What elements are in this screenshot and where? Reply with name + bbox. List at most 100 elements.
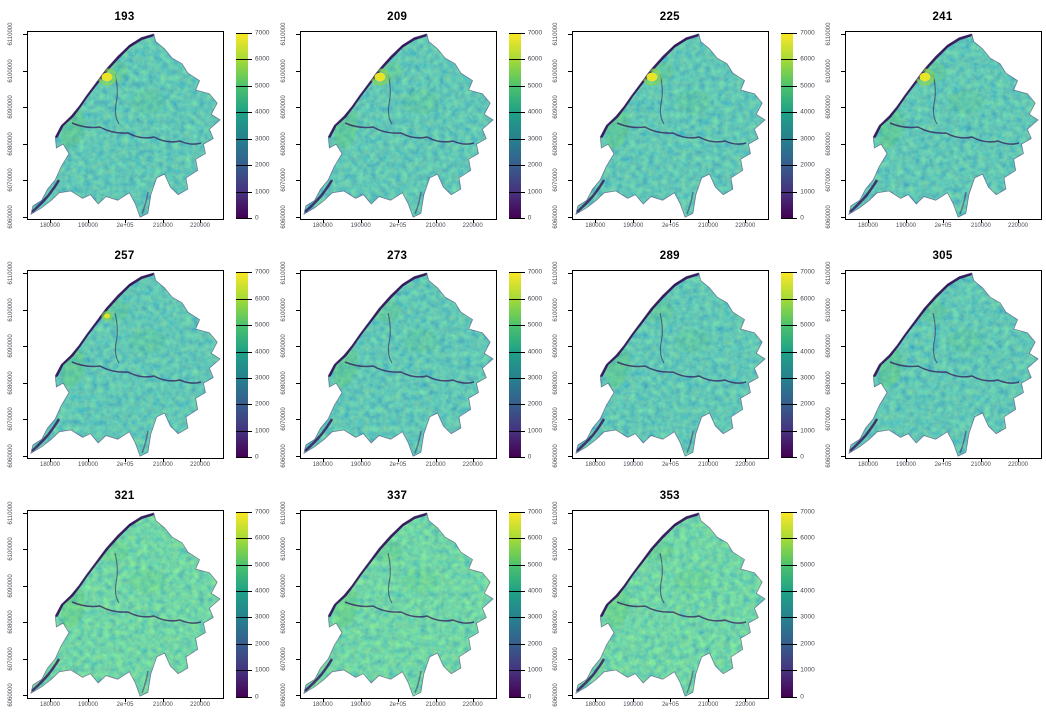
x-tick-label: 210000 xyxy=(698,462,719,469)
colorbar-tick-mark xyxy=(781,617,798,619)
colorbar-tick-mark xyxy=(236,112,252,114)
colorbar-tick-label: 3000 xyxy=(255,374,270,382)
y-tick-mark xyxy=(295,512,300,514)
y-tick-mark xyxy=(295,143,300,145)
colorbar xyxy=(236,33,248,218)
plot-box xyxy=(27,270,224,460)
colorbar-tick-label: 0 xyxy=(255,214,259,222)
x-tick-label: 2e+05 xyxy=(389,223,407,229)
y-tick-mark xyxy=(841,106,845,108)
x-tick-mark xyxy=(200,219,201,223)
colorbar-tick-label: 6000 xyxy=(800,534,815,542)
raster-map xyxy=(575,33,767,218)
y-tick-mark xyxy=(23,455,27,457)
colorbar-tick-mark xyxy=(781,112,798,114)
y-tick-label: 6070000 xyxy=(826,168,832,192)
y-tick-mark xyxy=(841,455,845,457)
raster-map xyxy=(848,33,1039,218)
x-tick-label: 2e+05 xyxy=(389,462,407,469)
colorbar-tick-label: 3000 xyxy=(255,135,270,143)
x-tick-label: 220000 xyxy=(1007,223,1029,229)
colorbar-tick-label: 5000 xyxy=(255,321,270,329)
colorbar-tick-label: 4000 xyxy=(527,108,543,116)
y-tick-mark xyxy=(23,34,27,35)
colorbar-tick-mark xyxy=(236,33,252,34)
y-tick-mark xyxy=(23,346,27,348)
x-tick-mark xyxy=(670,697,672,702)
x-tick-label: 2e+05 xyxy=(389,701,407,708)
y-tick-mark xyxy=(841,419,845,421)
colorbar-tick-label: 0 xyxy=(255,693,259,701)
panel: 257 6110000 6100000 6090000 6080000 6070000 6… xyxy=(0,239,273,479)
x-tick-label: 2e+05 xyxy=(116,223,134,229)
y-tick-mark xyxy=(295,695,300,697)
colorbar-tick-mark xyxy=(781,218,798,219)
colorbar-tick-label: 6000 xyxy=(527,55,543,63)
panel: 209 6110000 6100000 6090000 6080000 6070000 6… xyxy=(273,0,546,240)
x-tick-mark xyxy=(360,219,362,223)
y-tick-mark xyxy=(568,549,573,551)
panel: 305 6110000 6100000 6090000 6080000 6070000 6… xyxy=(818,239,1046,479)
y-tick-label: 6110000 xyxy=(280,22,287,46)
colorbar-tick-mark xyxy=(508,298,525,300)
x-tick-mark xyxy=(435,219,437,223)
plot-box xyxy=(572,31,770,220)
y-tick-mark xyxy=(295,382,300,384)
raster-map xyxy=(575,512,767,697)
y-tick-label: 6090000 xyxy=(280,334,287,358)
x-tick-label: 190000 xyxy=(895,462,917,469)
panel: 321 6110000 6100000 6090000 6080000 6070000 6… xyxy=(0,479,273,718)
colorbar-tick-label: 0 xyxy=(800,214,804,222)
x-tick-label: 210000 xyxy=(970,223,991,229)
y-tick-label: 6090000 xyxy=(280,95,287,119)
x-tick-mark xyxy=(868,458,869,463)
plot-box xyxy=(299,31,497,220)
y-tick-label: 6100000 xyxy=(280,537,287,561)
colorbar-tick-label: 0 xyxy=(527,453,532,461)
x-tick-mark xyxy=(708,697,710,702)
x-tick-mark xyxy=(745,697,747,702)
colorbar-tick-mark xyxy=(236,670,252,672)
x-tick-mark xyxy=(125,458,127,463)
y-tick-mark xyxy=(568,346,573,348)
colorbar-tick-label: 3000 xyxy=(527,374,543,382)
plot-box xyxy=(572,509,770,699)
y-tick-label: 6080000 xyxy=(826,371,832,395)
x-tick-mark xyxy=(435,458,437,463)
y-tick-mark xyxy=(295,622,300,624)
colorbar-tick-label: 1000 xyxy=(527,666,543,674)
x-tick-mark xyxy=(633,219,635,223)
colorbar-tick-mark xyxy=(508,430,525,432)
colorbar-tick-mark xyxy=(508,377,525,379)
colorbar-tick-label: 7000 xyxy=(527,29,543,37)
x-tick-mark xyxy=(397,458,399,463)
colorbar-tick-mark xyxy=(781,643,798,645)
colorbar xyxy=(508,272,521,458)
colorbar-tick-mark xyxy=(508,112,525,114)
y-tick-label: 6110000 xyxy=(553,22,560,46)
x-tick-label: 220000 xyxy=(462,223,483,229)
y-tick-label: 6100000 xyxy=(8,58,14,83)
colorbar-tick-label: 4000 xyxy=(527,348,543,356)
colorbar-tick-label: 2000 xyxy=(527,400,543,408)
x-tick-label: 220000 xyxy=(189,462,211,469)
x-tick-mark xyxy=(633,697,635,702)
y-tick-mark xyxy=(23,143,27,145)
colorbar-tick-mark xyxy=(508,404,525,406)
x-tick-label: 2e+05 xyxy=(116,462,134,469)
x-tick-label: 190000 xyxy=(623,701,644,708)
y-tick-label: 6080000 xyxy=(826,131,832,156)
colorbar-tick-label: 1000 xyxy=(800,666,815,674)
colorbar-tick-label: 1000 xyxy=(800,427,815,435)
y-tick-label: 6060000 xyxy=(553,204,560,229)
y-tick-mark xyxy=(23,216,27,218)
y-tick-label: 6070000 xyxy=(553,407,560,431)
x-tick-label: 210000 xyxy=(698,701,719,708)
colorbar-tick-mark xyxy=(236,404,252,406)
colorbar-tick-label: 2000 xyxy=(527,640,543,648)
colorbar-tick-mark xyxy=(236,298,252,300)
colorbar-tick-label: 1000 xyxy=(527,427,543,435)
colorbar-tick-mark xyxy=(781,377,798,379)
colorbar-tick-mark xyxy=(236,59,252,61)
x-tick-label: 210000 xyxy=(152,701,173,708)
